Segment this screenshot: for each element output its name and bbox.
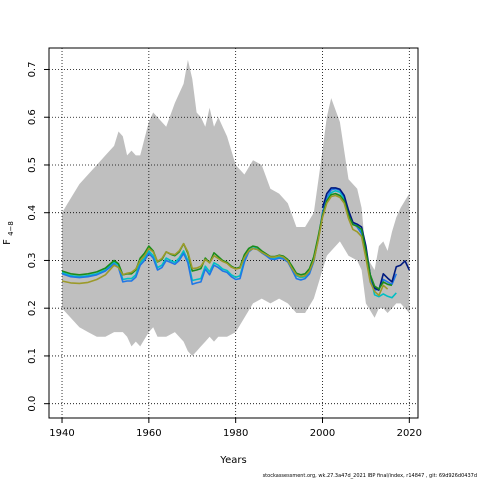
y-tick-label-0.5: 0.5 (27, 157, 38, 173)
y-tick-label-0.3: 0.3 (27, 252, 38, 268)
series-line-3 (321, 187, 411, 291)
series-line-5 (61, 194, 389, 297)
y-tick-label-0.6: 0.6 (27, 109, 38, 125)
y-axis-label-main: F (2, 239, 13, 245)
x-tick-label-2000: 2000 (310, 428, 335, 439)
x-tick-label-2020: 2020 (397, 428, 422, 439)
y-tick-label-0.4: 0.4 (27, 205, 38, 221)
x-tick-label-1940: 1940 (49, 428, 74, 439)
footer-source: stockassessment.org, wk.27.3a47d_2021 IB… (262, 473, 477, 479)
y-tick-label-0: 0.0 (27, 396, 38, 412)
x-axis-label: Years (219, 455, 246, 466)
y-axis-label-subscript: 4−8 (7, 221, 15, 236)
series-layer (61, 187, 411, 299)
y-axis-label: F 4−8 (2, 221, 15, 245)
x-tick-label-1980: 1980 (223, 428, 248, 439)
axes-layer: 1940 1960 1980 2000 2020 0.0 0.1 0.2 0.3 0.4 0.5 0.… (27, 62, 422, 439)
y-tick-label-0.2: 0.2 (27, 300, 38, 316)
y-tick-label-0.1: 0.1 (27, 348, 38, 364)
x-tick-label-1960: 1960 (136, 428, 161, 439)
y-tick-label-0.7: 0.7 (27, 62, 38, 78)
